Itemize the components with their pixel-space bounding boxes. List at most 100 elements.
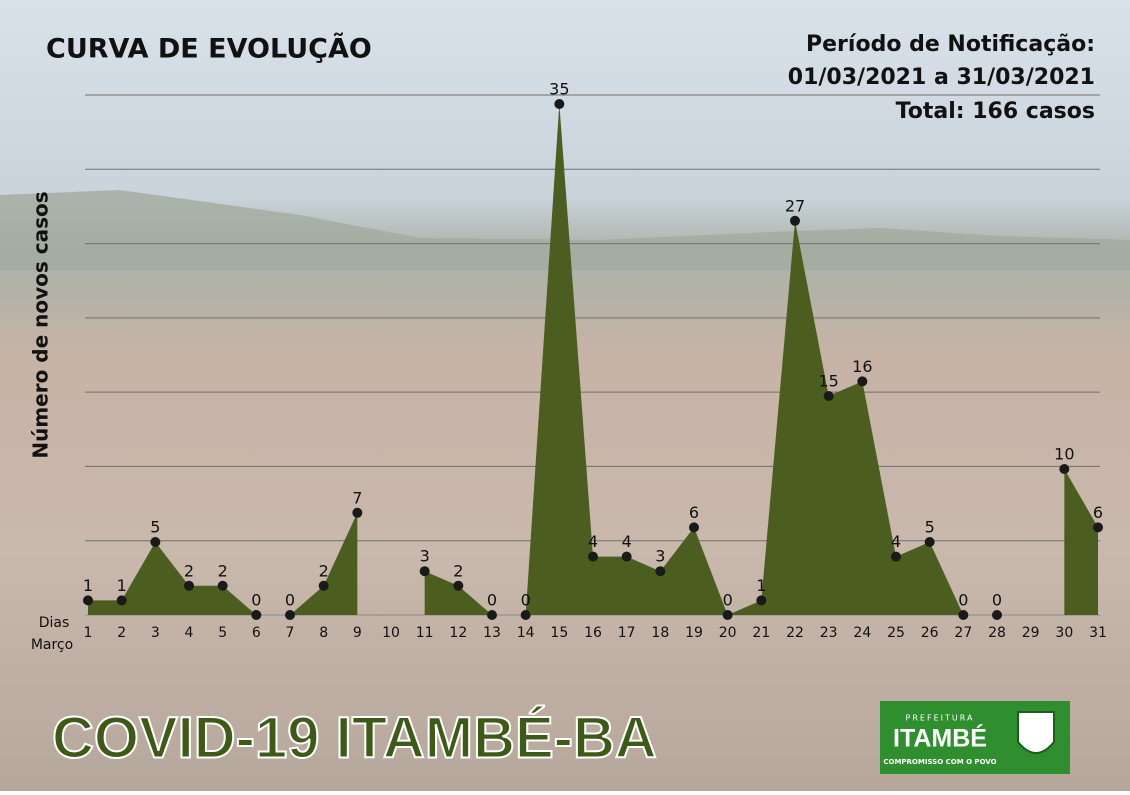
point [992,610,1002,620]
subtitle: Total: 166 casos [896,99,1095,124]
data-label: 15 [818,372,838,391]
x-axis-label: Março [31,637,73,653]
data-label: 2 [453,561,463,580]
point [621,551,632,562]
x-tick-label: 6 [252,625,261,641]
x-tick-label: 14 [517,625,535,641]
x-tick-label: 22 [786,625,804,641]
area [424,104,998,615]
x-tick-label: 30 [1055,625,1073,641]
point [588,551,598,562]
data-label: 0 [251,591,261,610]
x-tick-label: 18 [651,625,669,641]
data-label: 0 [723,591,733,610]
point [285,610,295,620]
point [1059,464,1070,474]
x-tick-label: 26 [921,625,939,641]
point [891,551,901,562]
data-label: 2 [218,561,228,580]
point [487,610,497,620]
point [924,537,935,547]
data-label: 3 [655,547,665,566]
x-tick-label: 25 [887,625,905,641]
data-label: 0 [958,591,968,610]
x-tick-label: 16 [584,625,602,641]
data-label: 0 [521,591,531,610]
x-axis-label: Dias [39,615,70,631]
x-tick-label: 11 [416,625,434,641]
x-tick-label: 1 [84,625,93,641]
x-tick-label: 7 [286,625,295,641]
x-tick-label: 13 [483,625,501,641]
point [318,580,329,591]
x-tick-label: 8 [319,625,328,641]
data-label: 27 [785,196,805,215]
x-tick-label: 24 [853,625,871,641]
y-axis-label: Número de novos casos [29,191,53,458]
x-tick-label: 10 [382,625,400,641]
data-label: 1 [117,576,127,595]
x-tick-label: 28 [988,625,1006,641]
subtitle: 01/03/2021 a 31/03/2021 [788,65,1095,90]
point [352,507,363,518]
x-tick-label: 21 [752,625,770,641]
x-tick-label: 19 [685,625,703,641]
data-label: 0 [992,591,1002,610]
data-label: 35 [549,80,569,99]
data-label: 4 [891,532,901,551]
x-tick-label: 27 [954,625,972,641]
data-label: 1 [83,576,93,595]
logo-crest [1017,711,1055,754]
point [722,610,733,620]
subtitle: Período de Notificação: [806,32,1095,57]
data-label: 2 [319,561,329,580]
chart-title: CURVA DE EVOLUÇÃO [46,33,372,65]
point [756,595,767,606]
data-label: 4 [588,532,598,551]
point [1093,522,1103,533]
data-label: 10 [1054,445,1074,464]
data-label: 6 [689,503,699,522]
logo-name: ITAMBÉ [893,724,987,753]
point [184,580,194,591]
data-label: 0 [487,591,497,610]
point [83,595,93,606]
point [520,610,531,620]
point [251,610,262,620]
x-tick-label: 31 [1089,625,1107,641]
data-label: 5 [150,518,160,537]
point [823,391,834,401]
point [150,537,161,547]
data-label: 4 [622,532,632,551]
x-tick-label: 15 [550,625,568,641]
logo-top: PREFEITURA [906,714,975,723]
point [790,215,800,226]
data-label: 5 [925,518,935,537]
x-tick-label: 2 [117,625,126,641]
point [453,580,464,591]
data-label: 7 [352,488,362,507]
point [217,580,228,591]
area [88,512,358,615]
x-tick-label: 3 [151,625,160,641]
x-tick-label: 23 [820,625,838,641]
x-tick-label: 12 [449,625,467,641]
logo: PREFEITURA ITAMBÉ COMPROMISSO COM O POVO [880,701,1070,774]
point [958,610,969,620]
data-label: 0 [285,591,295,610]
data-label: 1 [756,576,766,595]
banner: COVID-19 ITAMBÉ-BA [52,705,657,770]
x-tick-label: 17 [618,625,636,641]
x-tick-label: 9 [353,625,362,641]
x-tick-label: 29 [1022,625,1040,641]
logo-motto: COMPROMISSO COM O POVO [883,758,996,766]
point [857,376,868,387]
x-tick-label: 5 [218,625,227,641]
x-tick-label: 20 [719,625,737,641]
point [116,595,127,606]
point [689,522,699,533]
data-label: 3 [420,547,430,566]
data-label: 6 [1093,503,1103,522]
x-tick-label: 4 [185,625,194,641]
